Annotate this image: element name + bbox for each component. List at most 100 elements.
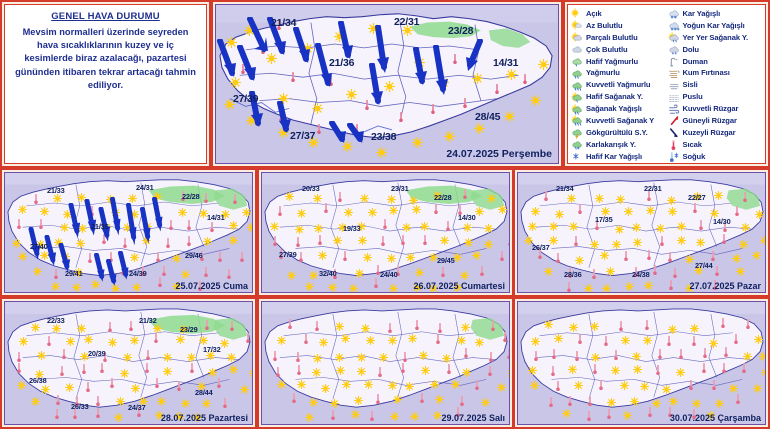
temperature-label: 27/40	[30, 242, 48, 251]
smoke-icon	[668, 56, 681, 67]
legend-item-label: Yağmurlu	[586, 68, 620, 78]
sun-icon	[543, 316, 554, 330]
sun-icon	[619, 377, 630, 391]
sun-icon	[568, 319, 579, 333]
sun-icon	[304, 278, 315, 292]
thermometer-icon	[33, 191, 39, 204]
sun-icon	[73, 264, 84, 278]
thermometer-icon	[176, 378, 182, 391]
sun-icon	[684, 280, 695, 292]
thermometer-icon	[216, 375, 222, 388]
sun-icon	[388, 280, 399, 292]
sun-icon	[175, 331, 186, 345]
thermometer-icon	[598, 377, 604, 390]
sun-icon	[357, 232, 368, 246]
wind-arrow-icon	[57, 242, 73, 273]
sun-icon	[589, 236, 600, 250]
thermometer-icon	[594, 217, 600, 230]
legend-item: Kuvvetli Rüzgar	[668, 103, 764, 115]
sun-icon	[387, 377, 398, 391]
thermometer-icon	[61, 346, 67, 359]
sun-icon	[527, 218, 538, 232]
sun-icon	[594, 190, 605, 204]
sun-icon	[655, 220, 666, 234]
wind-arrow-icon	[109, 196, 123, 237]
sun-icon	[460, 319, 471, 333]
thermometer-icon	[533, 348, 539, 361]
thermometer-icon	[369, 408, 375, 421]
sun-icon	[419, 218, 430, 232]
thermometer-icon	[678, 346, 684, 359]
sun-icon	[713, 187, 724, 201]
sun-icon	[709, 205, 720, 219]
sun-icon	[367, 204, 378, 218]
temperature-label: 28/36	[564, 270, 582, 279]
sun-icon	[483, 236, 494, 250]
sun-icon	[202, 233, 213, 247]
sun-icon	[392, 391, 403, 405]
thermometer-icon	[102, 349, 108, 362]
thermometer-icon	[189, 360, 195, 373]
sun-icon	[131, 279, 142, 292]
sun-icon	[110, 280, 121, 292]
sun-icon	[631, 219, 642, 233]
sun-icon	[567, 361, 578, 375]
sun-icon	[226, 349, 237, 363]
sun-icon	[228, 232, 239, 246]
sun-icon	[601, 280, 612, 292]
sun-icon	[684, 251, 695, 265]
legend-item-label: Kuzeyli Rüzgar	[682, 127, 736, 137]
legend-item: Açık	[571, 8, 667, 20]
legend-item: Kum Fırtınası	[668, 67, 764, 79]
legend-item: Kar Yağışlı	[668, 8, 764, 20]
sun-icon	[695, 234, 706, 248]
sun-icon	[246, 219, 252, 233]
thermometer-icon	[140, 263, 146, 276]
sun-icon	[568, 218, 579, 232]
thermometer-icon	[672, 265, 678, 278]
sun-icon	[284, 188, 295, 202]
sun-icon	[65, 333, 76, 347]
sun-icon	[354, 265, 365, 279]
sun-icon	[79, 348, 90, 362]
sun-icon	[752, 380, 763, 394]
sun-icon	[689, 320, 700, 334]
sun-icon	[441, 350, 452, 364]
thermometer-icon	[741, 360, 747, 373]
date-label-sali: 29.07.2025 Salı	[441, 413, 505, 423]
temperature-label: 22/28	[434, 193, 452, 202]
thermometer-icon	[85, 379, 91, 392]
sun-icon	[645, 202, 656, 216]
temperature-label: 26/33	[71, 402, 89, 411]
thermometer-icon	[278, 246, 284, 259]
temperature-label: 21/34	[556, 184, 574, 193]
sun-icon	[320, 380, 331, 394]
sun-icon	[599, 247, 610, 261]
thermometer-icon	[734, 203, 740, 216]
wind-arrow-icon	[117, 250, 131, 281]
sun-icon	[341, 376, 352, 390]
thermometer-icon	[400, 360, 406, 373]
sun-icon	[34, 366, 45, 380]
wind-arrow-icon	[151, 196, 165, 233]
thermometer-icon	[165, 235, 171, 248]
thermometer-icon	[99, 360, 105, 373]
temperature-label: 17/32	[203, 345, 221, 354]
temperature-label: 23/29	[180, 325, 198, 334]
thermometer-icon	[644, 317, 650, 330]
legend-item-label: Sıcak	[682, 139, 702, 149]
legend-item-label: Gökgürültülü S.Y.	[586, 127, 648, 137]
sun-icon	[198, 332, 209, 346]
temperature-label: 27/44	[695, 261, 713, 270]
temperature-label: 24/31	[136, 183, 154, 192]
sun-icon	[731, 250, 742, 264]
snow-icon	[668, 8, 681, 20]
sun-icon	[639, 378, 650, 392]
sun-icon	[115, 393, 126, 407]
sun-icon	[600, 203, 611, 217]
thermometer-icon	[229, 318, 235, 331]
thermometer-icon	[587, 393, 593, 406]
sun-icon	[127, 190, 138, 204]
main-forecast-map-panel: 21/34 22/31 23/28 14/31 21/36 27/39 27/37 23/38…	[211, 0, 563, 168]
sun-icon	[387, 332, 398, 346]
